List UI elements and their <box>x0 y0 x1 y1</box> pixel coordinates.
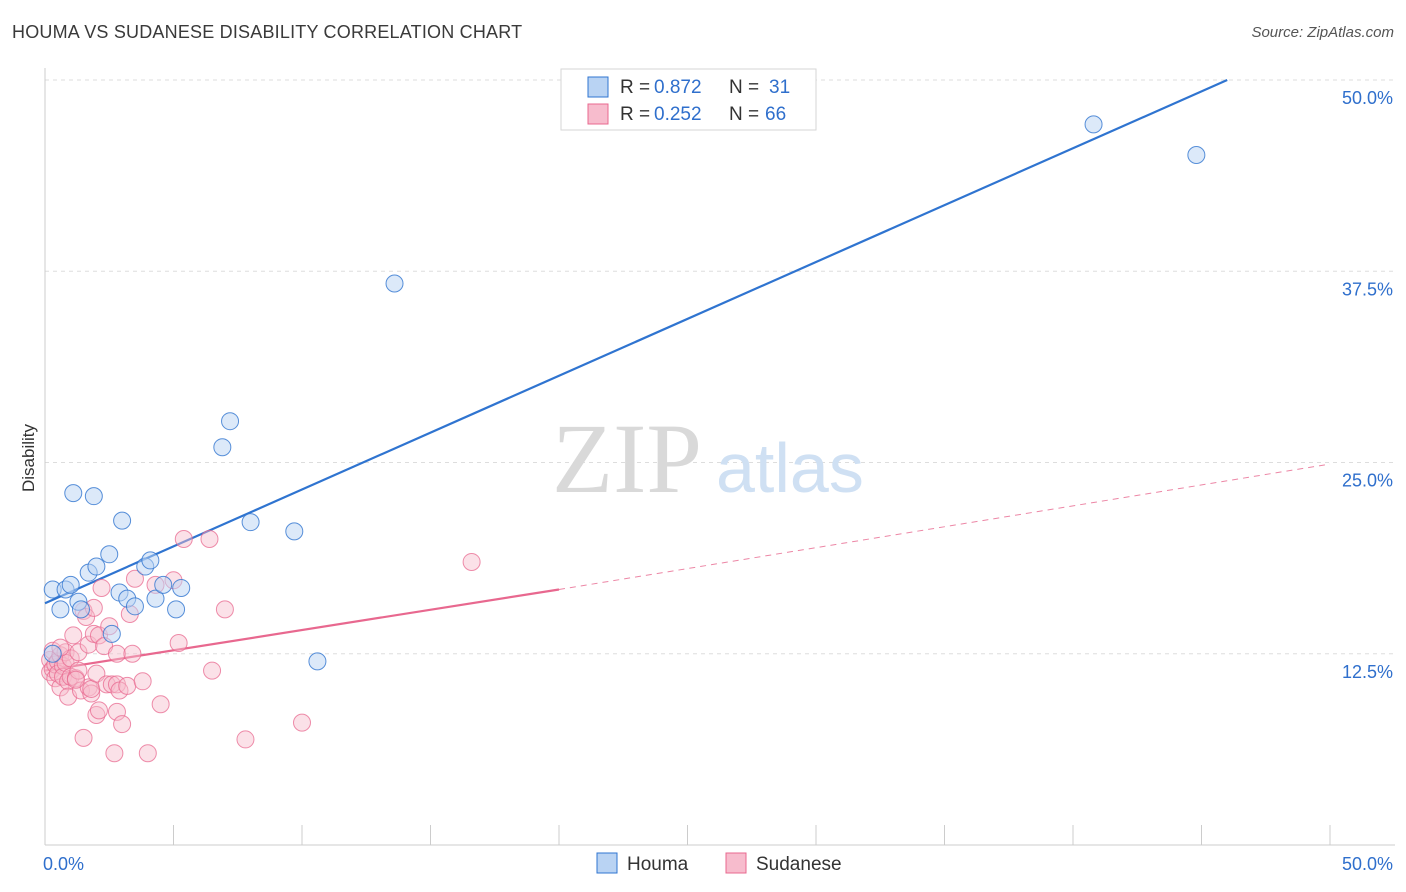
y-tick-label-3: 50.0% <box>1342 88 1393 108</box>
sudanese-point-41 <box>107 644 126 663</box>
houma-point-11 <box>100 545 119 564</box>
sudanese-point-58 <box>203 661 222 680</box>
sudanese-trend-line <box>44 588 560 672</box>
sudanese-point-28 <box>82 684 101 703</box>
houma-point-20 <box>154 575 173 594</box>
y-tick-label-1: 25.0% <box>1342 471 1393 491</box>
houma-point-5 <box>64 484 83 503</box>
bottom-legend-houma-label: Houma <box>627 854 689 875</box>
watermark-atlas: atlas <box>716 429 864 507</box>
houma-point-2 <box>51 600 70 619</box>
houma-point-12 <box>102 624 121 643</box>
sudanese-point-45 <box>113 715 132 734</box>
legend-houma-r-label: R = <box>620 77 650 98</box>
trend-lines <box>44 78 1331 672</box>
x-tick-label-1: 50.0% <box>1342 854 1393 874</box>
legend-houma-n-value: 31 <box>769 77 790 98</box>
sudanese-point-18 <box>64 626 83 645</box>
houma-point-23 <box>213 438 232 457</box>
legend-sudanese-r-value: 0.252 <box>654 104 702 125</box>
houma-point-18 <box>141 551 160 570</box>
source-label: Source: ZipAtlas.com <box>1251 24 1394 41</box>
houma-point-21 <box>167 600 186 619</box>
sudanese-point-27 <box>79 635 98 654</box>
legend-sudanese-r-label: R = <box>620 104 650 125</box>
houma-point-16 <box>125 597 144 616</box>
sudanese-point-56 <box>174 530 193 548</box>
houma-trend-line <box>44 78 1228 605</box>
sudanese-point-61 <box>293 713 311 732</box>
houma-point-24 <box>221 412 240 431</box>
houma-point-25 <box>241 513 260 532</box>
houma-point-22 <box>172 578 191 597</box>
legend-houma-n-label: N = <box>729 77 759 98</box>
sudanese-point-62 <box>462 552 481 571</box>
y-tick-label-0: 12.5% <box>1342 662 1393 682</box>
bottom-legend-sudanese-label: Sudanese <box>756 854 842 875</box>
sudanese-point-53 <box>151 695 170 714</box>
y-axis-title: Disability <box>19 423 38 492</box>
sudanese-point-40 <box>105 744 124 763</box>
houma-point-7 <box>71 600 90 619</box>
sudanese-point-50 <box>133 672 152 691</box>
legend-houma-swatch <box>587 76 609 98</box>
houma-point-14 <box>113 511 132 530</box>
houma-point-10 <box>87 557 106 576</box>
sudanese-point-49 <box>125 569 144 588</box>
sudanese-point-55 <box>169 634 188 653</box>
sudanese-point-63 <box>89 701 108 720</box>
sudanese-point-48 <box>123 644 142 663</box>
sudanese-trend-extension <box>558 463 1331 590</box>
houma-point-28 <box>385 274 404 293</box>
bottom-legend: Houma Sudanese <box>596 852 842 875</box>
tick-labels: 12.5% 25.0% 37.5% 50.0% 0.0% 50.0% <box>43 88 1393 874</box>
sudanese-point-60 <box>236 730 255 749</box>
houma-point-29 <box>1084 115 1103 134</box>
houma-point-4 <box>61 575 80 594</box>
sudanese-point-20 <box>69 643 88 662</box>
houma-point-0 <box>43 644 62 663</box>
legend-sudanese-swatch <box>587 103 609 125</box>
legend: R = 0.872 N = 31 R = 0.252 N = 66 <box>560 68 817 131</box>
sudanese-point-64 <box>66 670 85 689</box>
sudanese-point-29 <box>82 679 101 698</box>
houma-point-9 <box>84 487 103 506</box>
legend-sudanese-n-value: 66 <box>765 104 786 125</box>
bottom-legend-sudanese-swatch <box>725 852 747 874</box>
sudanese-point-35 <box>92 578 111 597</box>
houma-point-26 <box>285 522 304 541</box>
sudanese-point-57 <box>200 530 219 548</box>
sudanese-point-59 <box>215 600 234 619</box>
chart-title: HOUMA VS SUDANESE DISABILITY CORRELATION… <box>12 22 523 42</box>
houma-point-27 <box>308 652 327 671</box>
grid-lines <box>45 79 1395 655</box>
x-tick-label-0: 0.0% <box>43 854 84 874</box>
legend-houma-r-value: 0.872 <box>654 77 702 98</box>
sudanese-point-51 <box>138 744 157 763</box>
y-tick-label-2: 37.5% <box>1342 279 1393 299</box>
sudanese-point-46 <box>118 676 137 695</box>
sudanese-point-23 <box>74 728 93 747</box>
houma-point-30 <box>1187 145 1206 164</box>
legend-sudanese-n-label: N = <box>729 104 759 125</box>
watermark: ZIP atlas <box>552 403 864 514</box>
sudanese-points <box>41 530 481 763</box>
watermark-zip: ZIP <box>552 403 702 514</box>
bottom-legend-houma-swatch <box>596 852 618 874</box>
houma-points <box>43 115 1206 671</box>
axes <box>44 68 1395 846</box>
houma-point-19 <box>146 589 165 608</box>
